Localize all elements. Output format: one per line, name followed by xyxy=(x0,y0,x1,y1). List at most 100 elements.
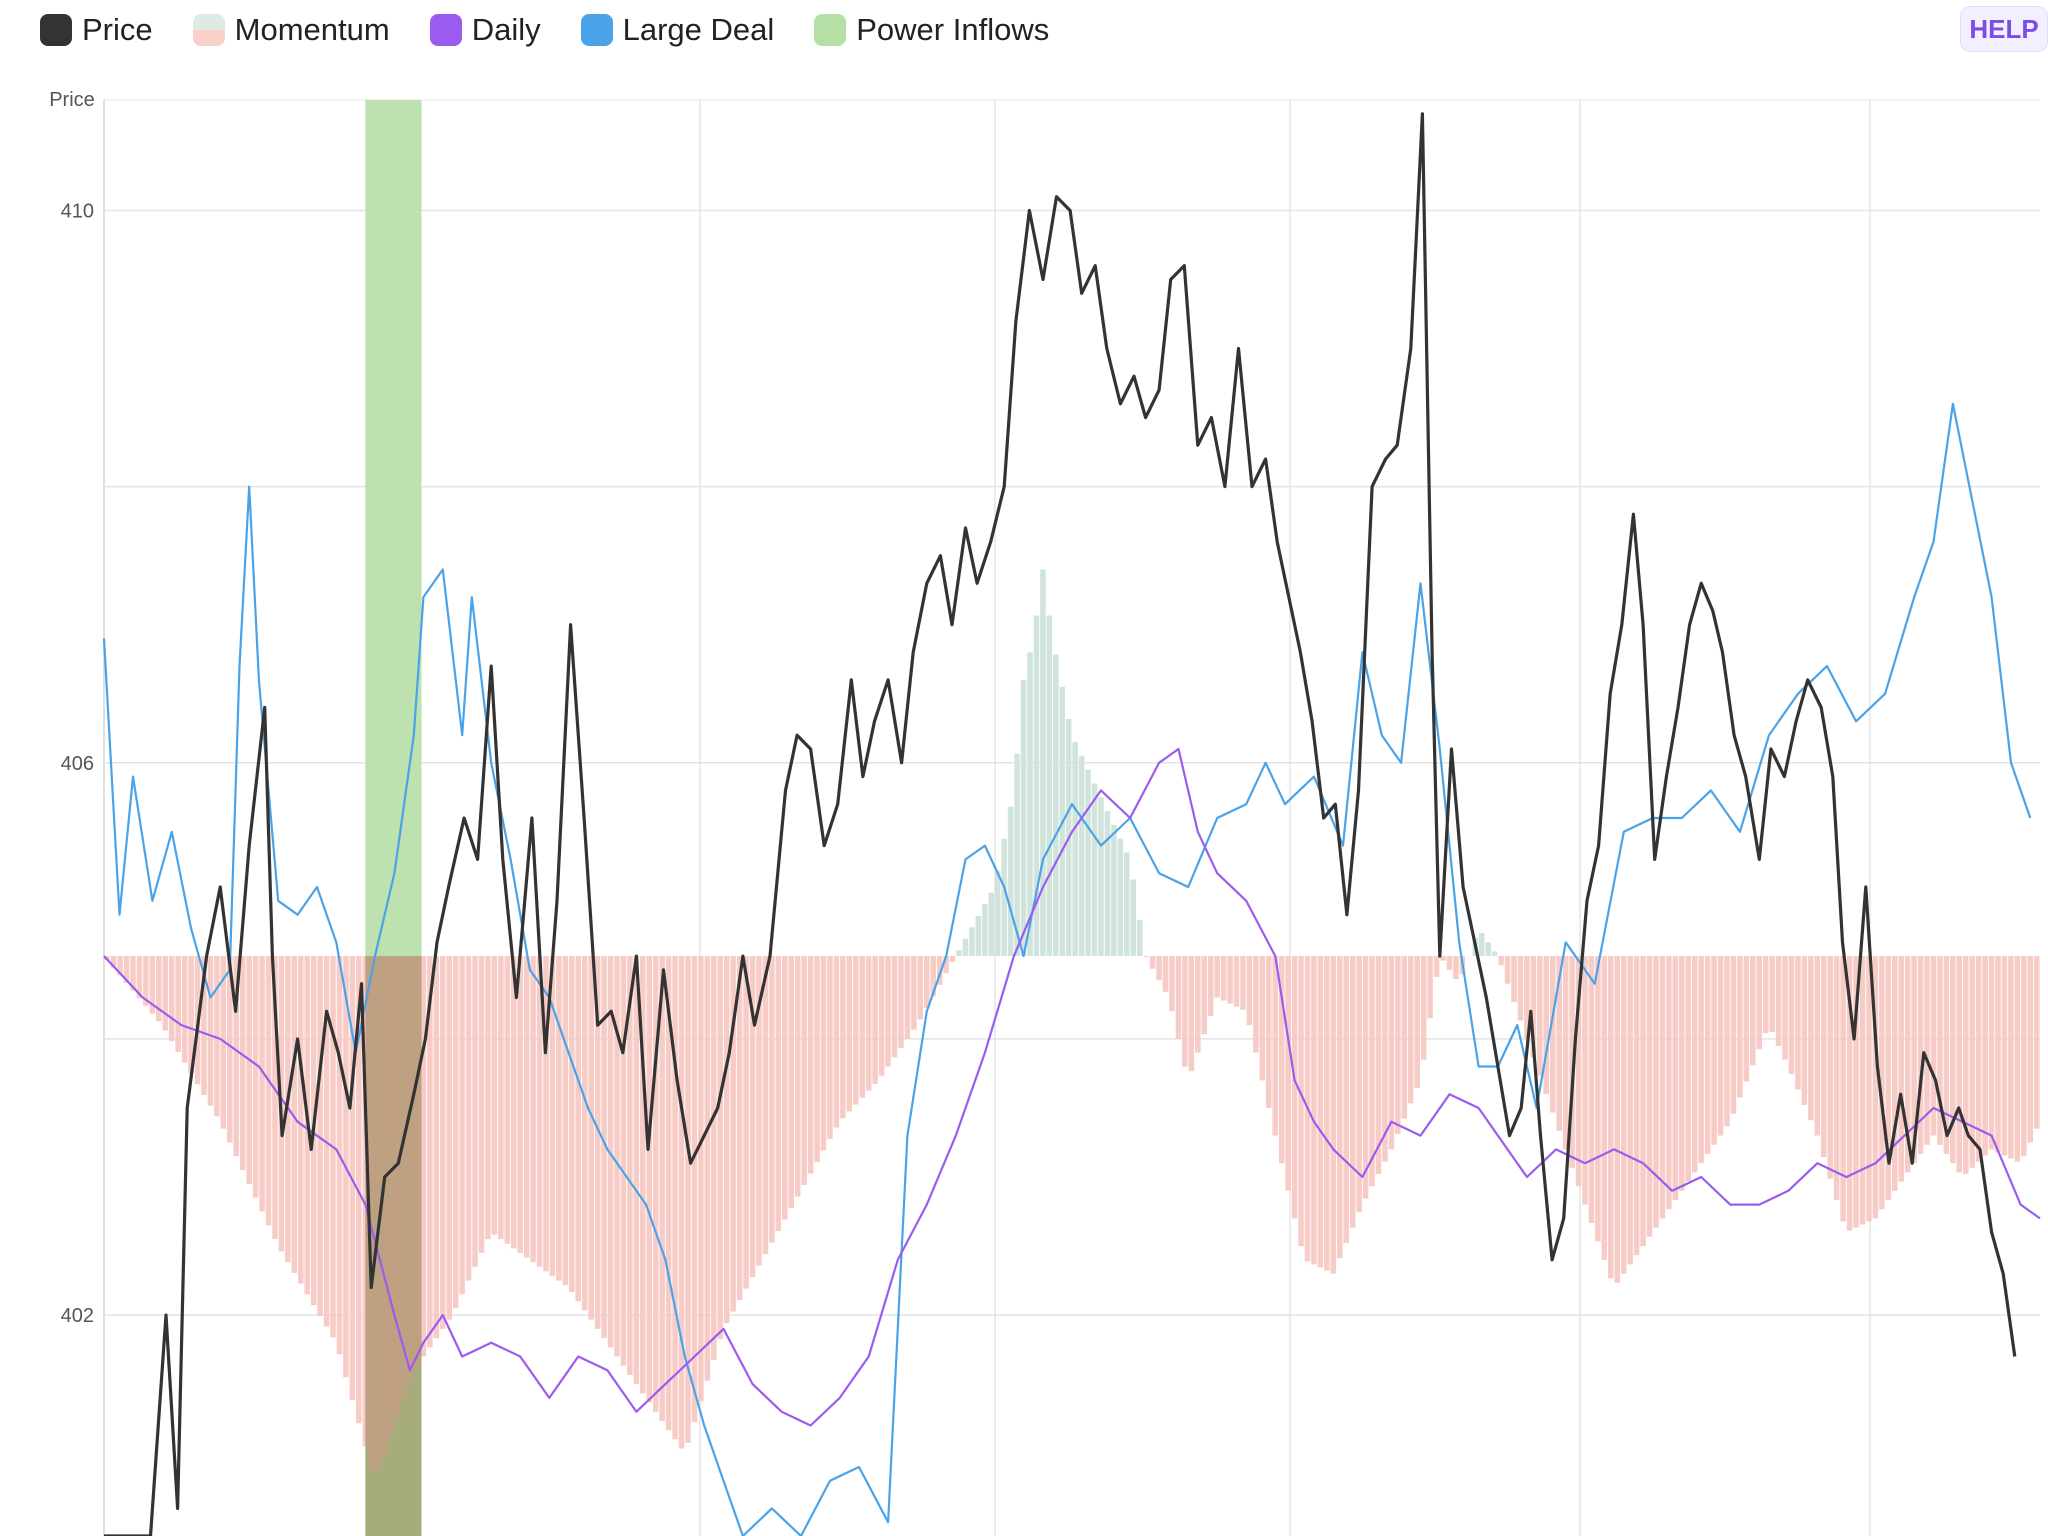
momentum-bar xyxy=(401,956,407,1398)
momentum-bar xyxy=(465,956,472,1281)
momentum-bar xyxy=(878,956,885,1076)
momentum-bar xyxy=(562,956,569,1286)
momentum-bar xyxy=(1233,956,1240,1007)
momentum-bar xyxy=(1898,956,1904,1182)
momentum-bar xyxy=(1962,956,1969,1174)
momentum-bar xyxy=(717,956,724,1340)
momentum-bar xyxy=(1169,956,1175,1012)
chart-legend: Price Momentum Daily Large Deal Power In… xyxy=(40,0,1049,60)
momentum-bar xyxy=(1879,956,1885,1210)
momentum-bar xyxy=(1136,919,1143,957)
momentum-bar xyxy=(782,956,788,1220)
momentum-bar xyxy=(827,956,833,1140)
momentum-bar xyxy=(1588,956,1595,1224)
momentum-bar xyxy=(1375,956,1382,1174)
momentum-bar xyxy=(1750,956,1756,1066)
momentum-bar xyxy=(252,956,259,1198)
momentum-bar xyxy=(549,956,556,1276)
momentum-bar xyxy=(1614,956,1621,1283)
momentum-bar xyxy=(368,956,375,1470)
momentum-bar xyxy=(936,956,943,985)
momentum-bar xyxy=(291,956,298,1273)
momentum-bar xyxy=(1904,956,1911,1173)
legend-item-momentum[interactable]: Momentum xyxy=(192,12,390,48)
legend-label-momentum: Momentum xyxy=(234,12,390,47)
momentum-bar xyxy=(1020,679,1027,957)
momentum-bar xyxy=(1795,956,1801,1090)
momentum-bar xyxy=(175,956,181,1052)
momentum-bar xyxy=(814,956,820,1163)
legend-item-price[interactable]: Price xyxy=(40,12,153,48)
momentum-bar xyxy=(1943,956,1950,1154)
momentum-bar xyxy=(1782,956,1788,1060)
large-deal-swatch-icon xyxy=(580,14,613,46)
y-axis-title: Price xyxy=(49,89,95,111)
momentum-bar xyxy=(1853,956,1859,1228)
momentum-bar xyxy=(1214,956,1220,998)
momentum-bar xyxy=(1956,956,1963,1173)
legend-item-large-deal[interactable]: Large Deal xyxy=(580,12,774,48)
momentum-bar xyxy=(1975,956,1982,1162)
legend-item-daily[interactable]: Daily xyxy=(429,12,541,48)
momentum-bar xyxy=(130,956,136,991)
momentum-bar xyxy=(840,956,846,1119)
momentum-bar xyxy=(994,870,1001,957)
momentum-bar xyxy=(923,956,930,1008)
momentum-bar xyxy=(1711,956,1717,1145)
momentum-bar xyxy=(1053,654,1059,957)
momentum-bar xyxy=(478,956,485,1253)
momentum-bar xyxy=(233,956,240,1157)
momentum-bar xyxy=(446,956,452,1320)
momentum-bar xyxy=(1220,956,1227,1001)
momentum-bar xyxy=(1827,956,1833,1179)
momentum-bar xyxy=(1130,879,1137,957)
momentum-bar xyxy=(1788,956,1795,1075)
momentum-bar xyxy=(1653,956,1659,1228)
momentum-bar xyxy=(1162,956,1169,992)
momentum-bar xyxy=(1395,956,1401,1135)
momentum-bar xyxy=(1227,956,1233,1004)
momentum-bar xyxy=(1627,956,1633,1265)
momentum-bar xyxy=(1504,956,1511,984)
momentum-bar xyxy=(1007,806,1014,957)
momentum-bar xyxy=(156,956,162,1022)
momentum-bar xyxy=(1420,956,1427,1060)
momentum-bar xyxy=(117,956,123,976)
momentum-bar xyxy=(1098,797,1104,957)
momentum-bar xyxy=(1537,956,1543,1076)
momentum-bar xyxy=(672,956,678,1440)
momentum-bar xyxy=(691,956,698,1423)
momentum-bar xyxy=(581,956,588,1311)
momentum-bar xyxy=(1646,956,1653,1237)
momentum-bar xyxy=(852,956,859,1105)
daily-swatch-icon xyxy=(429,14,462,46)
momentum-bar xyxy=(917,956,924,1020)
momentum-bar xyxy=(207,956,214,1106)
momentum-bar xyxy=(1401,956,1408,1119)
daily-line xyxy=(103,747,2041,1427)
momentum-bar xyxy=(1556,956,1562,1131)
momentum-bar xyxy=(575,956,582,1302)
momentum-bar xyxy=(2033,956,2040,1129)
momentum-bar xyxy=(711,956,717,1360)
momentum-bar xyxy=(1382,956,1388,1162)
momentum-bar xyxy=(1569,956,1575,1168)
momentum-bar xyxy=(530,956,536,1263)
momentum-bar xyxy=(149,956,156,1014)
momentum-bar xyxy=(588,956,594,1320)
momentum-bar xyxy=(949,956,956,962)
momentum-bar xyxy=(1698,956,1704,1164)
momentum-bar xyxy=(1601,956,1608,1260)
legend-item-power-inflows[interactable]: Power Inflows xyxy=(814,12,1049,48)
momentum-bar xyxy=(1349,956,1356,1228)
momentum-bar xyxy=(640,956,646,1394)
momentum-bar xyxy=(1149,956,1156,969)
momentum-bar xyxy=(181,956,188,1063)
momentum-bar xyxy=(1259,956,1266,1081)
momentum-bar xyxy=(381,956,388,1454)
price-line xyxy=(104,112,2017,1536)
help-button[interactable]: HELP xyxy=(1960,6,2048,52)
momentum-bar xyxy=(491,956,498,1235)
legend-label-price: Price xyxy=(82,12,153,47)
momentum-bar xyxy=(439,956,446,1329)
